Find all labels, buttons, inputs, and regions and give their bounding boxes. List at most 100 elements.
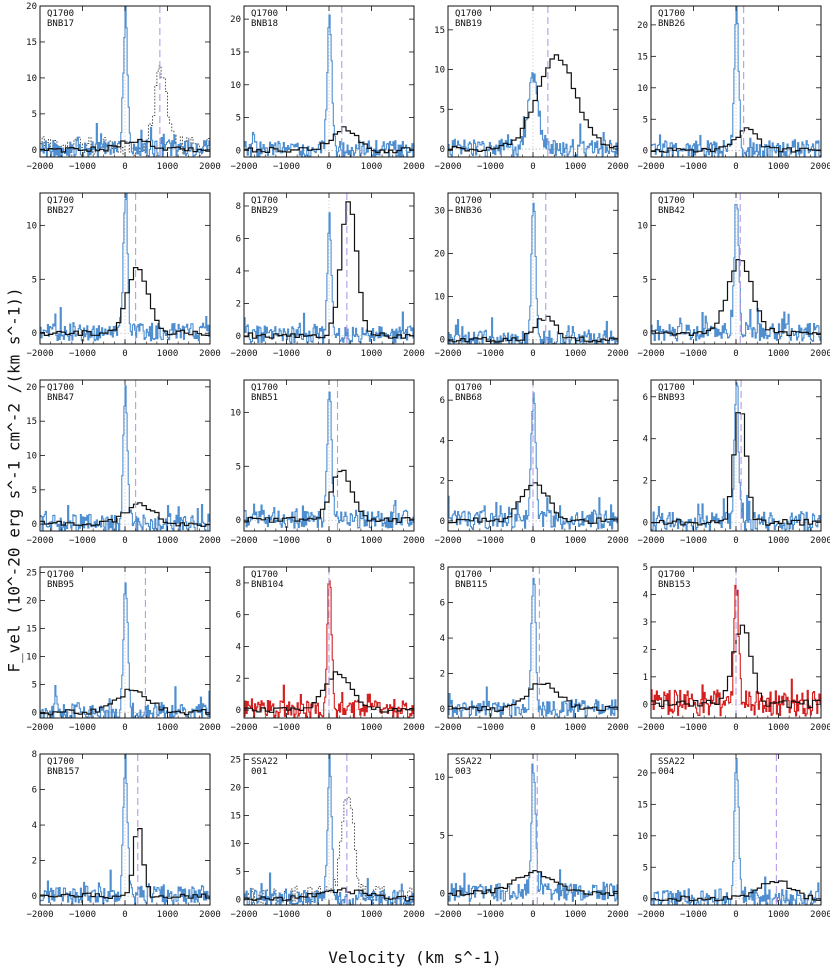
broad-band-spectrum: [244, 201, 414, 339]
panel-id-label: 003: [455, 767, 471, 777]
y-tick-label: 0: [236, 146, 241, 156]
x-tick-label: 1000: [157, 349, 179, 359]
plot-area: [40, 193, 210, 344]
narrow-band-spectrum: [244, 212, 414, 344]
x-tick-label: 1000: [565, 349, 587, 359]
y-tick-label: 0: [440, 705, 445, 715]
y-tick-label: 2: [236, 299, 241, 309]
y-tick-label: 10: [26, 452, 37, 462]
x-tick-label: 1000: [768, 349, 790, 359]
y-tick-label: 0: [643, 700, 648, 710]
panel-id-label: BNB47: [47, 393, 74, 403]
x-tick-label: −2000: [434, 910, 461, 920]
x-tick-label: −1000: [69, 162, 96, 172]
y-tick-label: 30: [434, 206, 445, 216]
x-tick-label: −2000: [230, 349, 257, 359]
x-tick-label: −2000: [26, 162, 53, 172]
panel-id-label: BNB36: [455, 206, 482, 216]
dotted-spectrum: [244, 796, 414, 905]
panel-field-label: Q1700: [251, 9, 278, 19]
x-tick-label: 0: [530, 723, 535, 733]
panel-id-label: BNB95: [47, 580, 74, 590]
x-tick-label: 2000: [607, 910, 629, 920]
plot-area: [40, 380, 210, 531]
x-tick-label: 2000: [403, 910, 425, 920]
x-tick-label: 2000: [403, 162, 425, 172]
y-tick-label: 15: [434, 26, 445, 36]
x-tick-label: 1000: [768, 536, 790, 546]
y-tick-label: 0: [643, 895, 648, 905]
x-tick-label: 0: [326, 723, 331, 733]
x-tick-label: −1000: [273, 536, 300, 546]
y-tick-label: 15: [26, 417, 37, 427]
x-tick-label: 2000: [810, 536, 830, 546]
y-tick-label: 10: [230, 839, 241, 849]
x-tick-label: 1000: [361, 536, 383, 546]
x-tick-label: 0: [122, 910, 127, 920]
x-tick-label: 0: [326, 910, 331, 920]
plot-area: [651, 6, 821, 157]
y-tick-label: 10: [230, 408, 241, 418]
x-tick-label: −2000: [26, 723, 53, 733]
x-tick-label: 2000: [403, 536, 425, 546]
y-tick-label: 5: [440, 831, 445, 841]
narrow-band-spectrum: [40, 6, 210, 157]
panel-field-label: SSA22: [455, 757, 482, 767]
y-tick-label: 6: [236, 234, 241, 244]
x-tick-label: −1000: [69, 723, 96, 733]
y-tick-label: 0: [643, 519, 648, 529]
x-tick-label: −1000: [477, 910, 504, 920]
x-tick-label: 1000: [361, 910, 383, 920]
y-tick-label: 15: [637, 800, 648, 810]
y-tick-label: 0: [32, 329, 37, 339]
x-tick-label: 1000: [768, 723, 790, 733]
x-tick-label: −2000: [637, 162, 664, 172]
x-tick-label: 2000: [810, 910, 830, 920]
y-tick-label: 4: [643, 435, 648, 445]
broad-band-spectrum: [448, 870, 618, 897]
broad-band-spectrum: [651, 259, 821, 336]
y-tick-label: 5: [32, 275, 37, 285]
x-tick-label: −2000: [230, 162, 257, 172]
y-tick-label: 4: [236, 642, 241, 652]
y-tick-label: 2: [440, 670, 445, 680]
panel-id-label: 004: [658, 767, 674, 777]
panel-field-label: Q1700: [251, 570, 278, 580]
x-tick-label: −1000: [69, 536, 96, 546]
panel-id-label: BNB104: [251, 580, 284, 590]
x-tick-label: −2000: [230, 536, 257, 546]
y-tick-label: 5: [643, 863, 648, 873]
x-tick-label: 1000: [361, 723, 383, 733]
y-tick-label: 4: [440, 634, 445, 644]
broad-band-spectrum: [244, 126, 414, 154]
broad-band-spectrum: [651, 412, 821, 526]
x-tick-label: −1000: [680, 910, 707, 920]
y-tick-label: 5: [32, 486, 37, 496]
y-tick-label: 20: [26, 383, 37, 393]
y-tick-label: 0: [440, 889, 445, 899]
x-tick-label: 2000: [607, 536, 629, 546]
y-tick-label: 5: [643, 115, 648, 125]
panel-field-label: Q1700: [47, 570, 74, 580]
y-tick-label: 0: [32, 520, 37, 530]
panel-field-label: SSA22: [251, 757, 278, 767]
x-tick-label: −1000: [273, 349, 300, 359]
panel-field-label: Q1700: [455, 383, 482, 393]
x-tick-label: 2000: [199, 349, 221, 359]
panel-id-label: BNB29: [251, 206, 278, 216]
y-tick-label: 5: [236, 867, 241, 877]
x-tick-label: −1000: [680, 536, 707, 546]
x-tick-label: 1000: [361, 349, 383, 359]
x-tick-label: 0: [326, 162, 331, 172]
panel-id-label: BNB153: [658, 580, 691, 590]
y-tick-label: 10: [26, 221, 37, 231]
x-tick-label: 0: [733, 723, 738, 733]
y-tick-label: 20: [637, 21, 648, 31]
y-tick-label: 0: [32, 708, 37, 718]
x-tick-label: −2000: [230, 723, 257, 733]
